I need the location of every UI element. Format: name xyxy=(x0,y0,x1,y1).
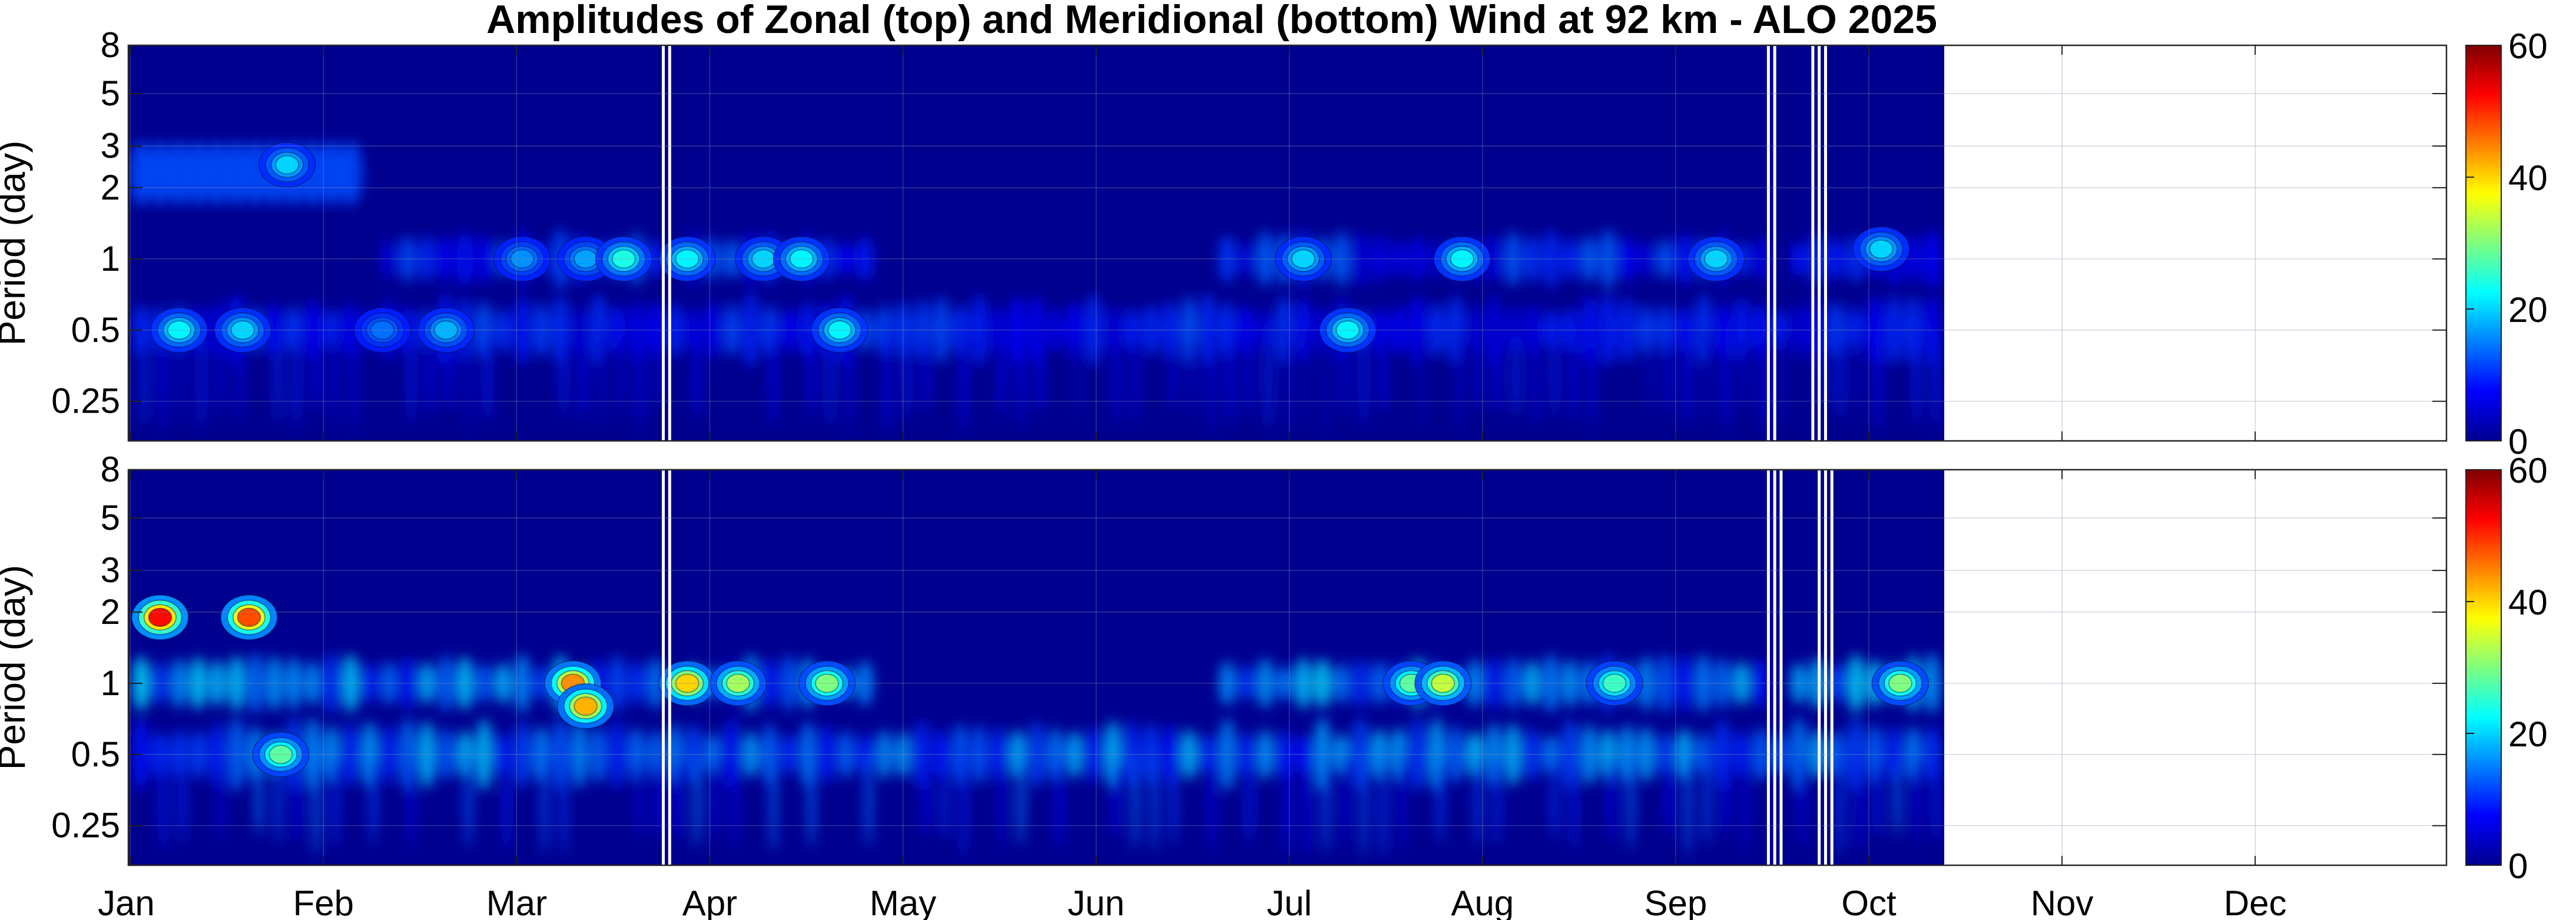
amplitude-blob xyxy=(709,660,767,706)
colorbar-tick-label: 60 xyxy=(2508,451,2548,490)
amplitude-blob xyxy=(131,594,189,640)
y-tick-label: 0.25 xyxy=(51,806,120,845)
x-tick-label: Apr xyxy=(682,884,737,920)
data-gap-line xyxy=(1773,470,1776,865)
amplitude-blob xyxy=(150,307,208,353)
x-tick-label: May xyxy=(870,884,936,920)
amplitude-blob xyxy=(658,660,716,706)
data-gap-line xyxy=(1824,45,1827,441)
colorbar-tick-label: 0 xyxy=(2508,846,2528,886)
y-tick-label: 2 xyxy=(101,592,120,632)
x-tick-label: Jun xyxy=(1067,884,1125,920)
data-gap-line xyxy=(1766,45,1770,441)
amplitude-blob xyxy=(798,660,856,706)
y-axis-label-top: Period (day) xyxy=(0,141,33,346)
colorbar-tick-label: 20 xyxy=(2508,715,2548,754)
axes-frame-bottom xyxy=(127,469,2448,866)
y-tick-label: 8 xyxy=(101,450,120,489)
data-gap-line xyxy=(1830,470,1834,865)
amplitude-blob xyxy=(1274,236,1332,282)
amplitude-blob xyxy=(258,142,316,188)
y-tick-label: 5 xyxy=(101,74,120,113)
amplitude-blob xyxy=(1414,660,1472,706)
chart-title: Amplitudes of Zonal (top) and Meridional… xyxy=(486,0,1937,42)
y-tick-label: 0.5 xyxy=(71,735,120,774)
amplitude-blob xyxy=(556,683,615,729)
data-gap-line xyxy=(1824,470,1827,865)
zonal-panel: 0.25 0.5 1 23 5 8 xyxy=(51,25,2448,442)
y-tick-label: 0.25 xyxy=(51,381,120,421)
y-tick-label: 8 xyxy=(101,25,120,65)
amplitude-blob xyxy=(1852,226,1910,272)
x-axis-ticks: Jan Feb Mar Apr May Jun Jul Aug Sep Oct Nov Dec xyxy=(98,884,2287,920)
amplitude-blob xyxy=(353,307,412,353)
amplitude-blob xyxy=(252,732,310,778)
colorbar-tick-label: 40 xyxy=(2508,158,2548,198)
amplitude-blob xyxy=(417,307,475,353)
y-tick-label: 5 xyxy=(101,498,120,537)
colorbar-tick-label: 0 xyxy=(2508,422,2528,461)
amplitude-blob xyxy=(1586,660,1643,706)
heatmap-area-top xyxy=(128,45,1944,441)
amplitude-blob xyxy=(658,236,716,282)
y-tick-label: 1 xyxy=(101,239,120,278)
amplitude-blob xyxy=(811,307,868,353)
amplitude-blob xyxy=(1871,660,1929,706)
heatmap-area-bottom xyxy=(128,470,1944,865)
data-gap-line xyxy=(1818,470,1821,865)
amplitude-blob xyxy=(1687,236,1745,282)
colorbar-tick-label: 60 xyxy=(2508,26,2548,66)
amplitude-blob xyxy=(493,236,551,282)
meridional-panel: 0.25 0.5 1 23 5 8 xyxy=(51,450,2448,866)
x-tick-label: Mar xyxy=(486,884,547,920)
data-gap-line xyxy=(1773,45,1776,441)
colorbar-tick-label: 40 xyxy=(2508,583,2548,622)
axes-frame-top xyxy=(127,44,2448,442)
y-tick-label: 3 xyxy=(101,550,120,590)
x-tick-label: Aug xyxy=(1451,884,1514,920)
y-axis-label-bottom: Period (day) xyxy=(0,565,33,770)
data-gap-line xyxy=(1811,45,1815,441)
x-tick-label: Oct xyxy=(1841,884,1897,920)
colorbar-bottom xyxy=(2465,469,2502,866)
x-tick-label: Jan xyxy=(98,884,155,920)
x-tick-label: Dec xyxy=(2224,884,2287,920)
x-tick-label: Feb xyxy=(293,884,354,920)
y-tick-label: 3 xyxy=(101,126,120,165)
amplitude-blob xyxy=(595,236,653,282)
amplitude-blob xyxy=(773,236,831,282)
data-gap-line xyxy=(662,470,665,865)
data-gap-line xyxy=(662,45,665,441)
y-tick-label: 2 xyxy=(101,168,120,207)
data-gap-line xyxy=(668,470,671,865)
colorbar-top xyxy=(2465,45,2502,441)
amplitude-blob xyxy=(1319,307,1377,353)
x-tick-label: Jul xyxy=(1267,884,1312,920)
amplitude-blob xyxy=(214,307,271,353)
data-gap-line xyxy=(1766,470,1770,865)
amplitude-blob xyxy=(220,594,278,640)
y-tick-label: 0.5 xyxy=(71,310,120,350)
x-tick-label: Sep xyxy=(1645,884,1708,920)
x-tick-label: Nov xyxy=(2031,884,2094,920)
data-gap-line xyxy=(1818,45,1821,441)
data-gap-line xyxy=(668,45,671,441)
data-gap-line xyxy=(1779,470,1783,865)
y-tick-label: 1 xyxy=(101,663,120,703)
amplitude-blob xyxy=(1433,236,1491,282)
colorbar-tick-label: 20 xyxy=(2508,290,2548,330)
